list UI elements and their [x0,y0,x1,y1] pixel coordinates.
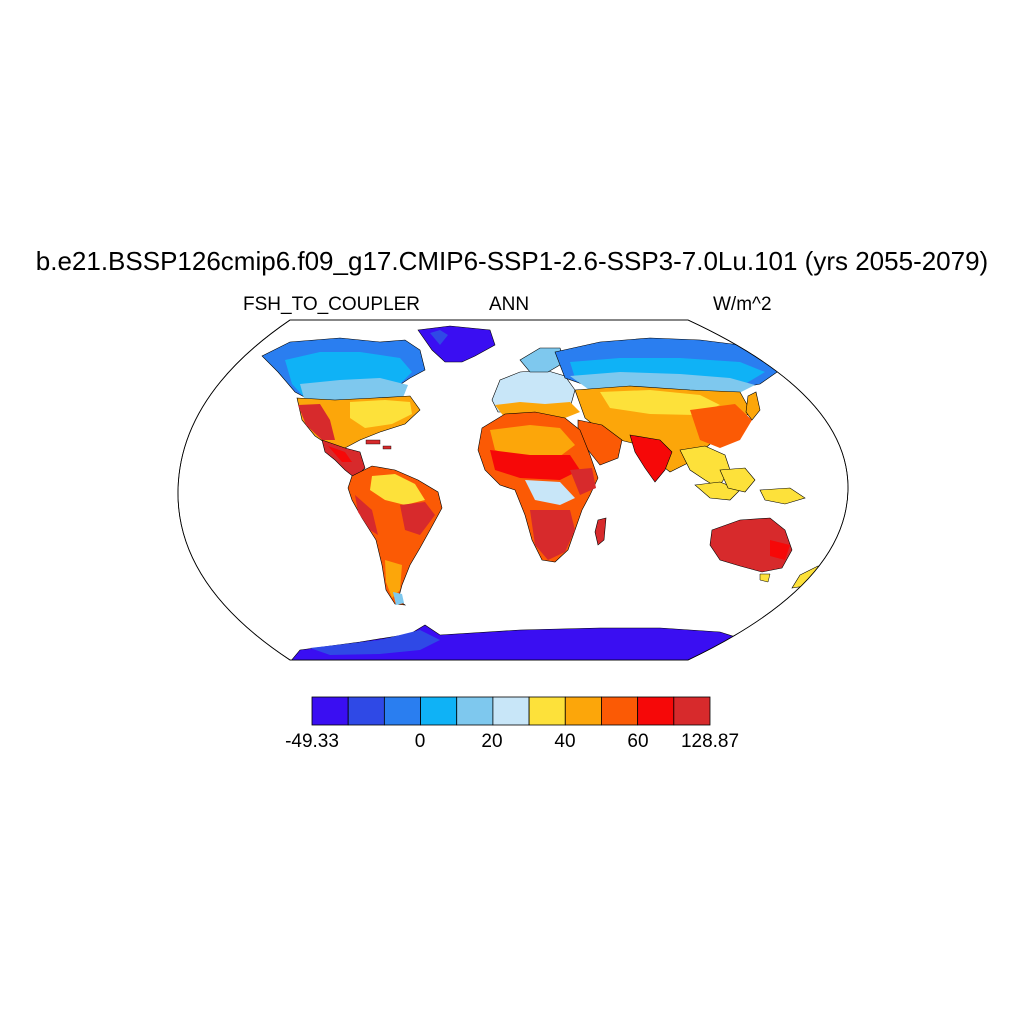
japan [745,391,761,421]
colorbar-tick-label: -49.33 [285,731,339,752]
greenland-coast [430,330,448,345]
australia [709,517,793,573]
colorbar-tick-label: 128.87 [680,731,740,752]
colorbar-tick-label: 0 [414,731,426,752]
asia-central-yellow [600,390,720,415]
new-guinea [759,487,806,505]
colorbar-swatch [637,696,675,726]
season-label: ANN [489,294,530,315]
south-america-hot [400,502,435,535]
southern-africa [530,510,575,560]
north-america-southwest [298,404,335,440]
colorbar-swatch [311,696,349,726]
patagonia [393,592,404,605]
south-america-west [355,495,378,535]
colorbar-swatch [383,696,421,726]
colorbar-swatch [528,696,566,726]
central-africa [525,480,575,505]
units-label: W/m^2 [713,294,772,315]
madagascar [594,517,607,546]
colorbar-tick-label: 60 [627,731,649,752]
tasmania [759,573,771,583]
colorbar-swatch [456,696,494,726]
colorbar-swatch [601,696,639,726]
caribbean-island [382,445,392,450]
colorbar-tick-label: 40 [554,731,576,752]
north-america-temperate [350,400,412,428]
variable-label: FSH_TO_COUPLER [243,294,421,315]
colorbar-swatch [492,696,530,726]
antarctica-coast [310,630,440,655]
south-america-south [385,560,402,598]
sahel [490,450,580,480]
colorbar-tick-label: 20 [481,731,503,752]
india [629,434,673,483]
east-asia [690,404,752,448]
east-africa [570,468,596,495]
australia-east [770,540,790,560]
colorbar-swatch [673,696,711,726]
borneo [719,467,756,493]
central-america-red [328,446,352,462]
colorbar-swatch [564,696,602,726]
map-frame [177,319,849,661]
south-america-amazon [370,474,425,505]
map-title: b.e21.BSSP126cmip6.f09_g17.CMIP6-SSP1-2.… [35,246,989,276]
colorbar-swatch [420,696,458,726]
sahara [490,425,575,460]
caribbean-island [365,439,381,445]
colorbar-swatch [347,696,385,726]
